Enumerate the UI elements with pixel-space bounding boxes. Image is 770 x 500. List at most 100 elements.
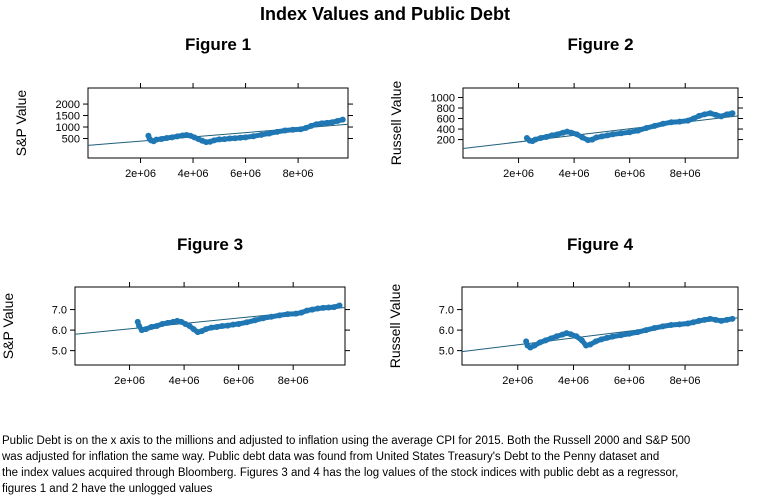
data-point: [554, 131, 561, 138]
data-point: [258, 131, 265, 138]
data-point: [266, 130, 273, 137]
y-axis-title: Russell Value: [387, 284, 403, 369]
data-point: [331, 304, 338, 311]
y-tick-label: 5.0: [439, 346, 454, 358]
data-point: [690, 319, 697, 326]
data-point: [169, 134, 176, 141]
data-point: [216, 136, 223, 143]
caption-line: figures 1 and 2 have the unlogged values: [2, 483, 213, 495]
data-point: [712, 316, 719, 323]
data-point: [142, 326, 149, 333]
data-point: [579, 134, 586, 141]
y-tick-label: 400: [437, 124, 455, 136]
data-point: [723, 111, 730, 118]
x-tick-label: 4e+06: [169, 375, 200, 387]
x-tick-label: 8e+06: [283, 168, 314, 180]
data-point: [211, 137, 218, 144]
data-point: [297, 126, 304, 133]
y-axis-title: Russell Value: [388, 81, 404, 166]
data-point: [668, 119, 675, 126]
x-tick-label: 8e+06: [278, 375, 309, 387]
data-point: [164, 319, 171, 326]
data-point: [668, 321, 675, 328]
data-point: [651, 122, 658, 129]
data-point: [729, 315, 736, 322]
y-tick-label: 2000: [56, 99, 80, 111]
y-axis-title: S&P Value: [13, 90, 29, 157]
data-point: [729, 110, 736, 117]
y-tick-label: 7.0: [52, 305, 67, 317]
data-point: [609, 333, 616, 340]
x-tick-label: 2e+06: [125, 168, 156, 180]
data-point: [281, 127, 288, 134]
data-point: [707, 110, 714, 117]
data-point: [592, 338, 599, 345]
figures-canvas: Figure 12e+06 4e+06 6e+06 8e+06500100015002…: [0, 35, 743, 387]
x-tick-label: 6e+06: [230, 168, 261, 180]
data-point: [298, 309, 305, 316]
data-point: [598, 336, 605, 343]
data-point: [243, 319, 250, 326]
data-point: [226, 135, 233, 142]
data-point: [543, 133, 550, 140]
data-point: [308, 122, 315, 129]
data-point: [542, 337, 549, 344]
data-point: [153, 323, 160, 329]
data-point: [696, 112, 703, 119]
data-point: [289, 126, 296, 133]
data-point: [268, 313, 275, 320]
data-point: [232, 135, 239, 142]
x-tick-label: 4e+06: [558, 375, 589, 387]
data-point: [610, 131, 616, 138]
data-point: [323, 119, 330, 126]
data-point: [701, 316, 708, 323]
y-tick-label: 500: [62, 133, 80, 145]
data-point: [153, 136, 160, 143]
y-tick-label: 5.0: [52, 346, 67, 358]
data-point: [651, 325, 658, 332]
data-point: [643, 327, 649, 334]
caption: Public Debt is on the x axis to the mill…: [2, 433, 766, 497]
data-point: [325, 304, 332, 311]
data-point: [568, 129, 575, 136]
data-point: [578, 337, 585, 344]
data-point: [276, 312, 283, 319]
data-point: [250, 133, 257, 140]
y-tick-label: 800: [437, 103, 455, 115]
data-point: [303, 307, 310, 314]
data-point: [292, 310, 299, 317]
x-tick-label: 6e+06: [614, 375, 645, 387]
y-axis-title: S&P Value: [0, 293, 16, 360]
data-point: [718, 113, 725, 120]
data-point: [242, 134, 249, 141]
plot-frame: [462, 87, 739, 159]
data-point: [690, 115, 697, 122]
data-point: [213, 324, 220, 331]
data-point: [224, 322, 231, 329]
data-point: [148, 324, 155, 331]
data-point: [309, 306, 316, 313]
data-point: [202, 326, 209, 333]
caption-line: Public Debt is on the x axis to the mill…: [2, 435, 691, 447]
data-point: [230, 321, 237, 328]
y-tick-label: 6.0: [52, 325, 67, 337]
data-point: [695, 317, 702, 324]
data-point: [314, 305, 321, 312]
data-point: [318, 120, 325, 127]
figure-panel: Figure 2 2e+06 4e+06 6e+06 8e+06 200400600800…: [388, 35, 743, 180]
data-point: [660, 120, 666, 127]
data-point: [302, 124, 309, 131]
data-point: [334, 118, 341, 125]
plot-frame: [461, 286, 739, 366]
x-tick-label: 8e+06: [670, 168, 701, 180]
panel-title: Figure 4: [567, 235, 634, 254]
x-tick-label: 2e+06: [114, 375, 145, 387]
x-tick-label: 8e+06: [670, 375, 701, 387]
data-point: [634, 329, 641, 336]
data-point: [219, 323, 226, 329]
plot-frame: [74, 286, 346, 366]
data-point: [659, 323, 666, 330]
data-point: [532, 136, 539, 143]
data-point: [531, 342, 538, 349]
data-point: [573, 333, 580, 340]
